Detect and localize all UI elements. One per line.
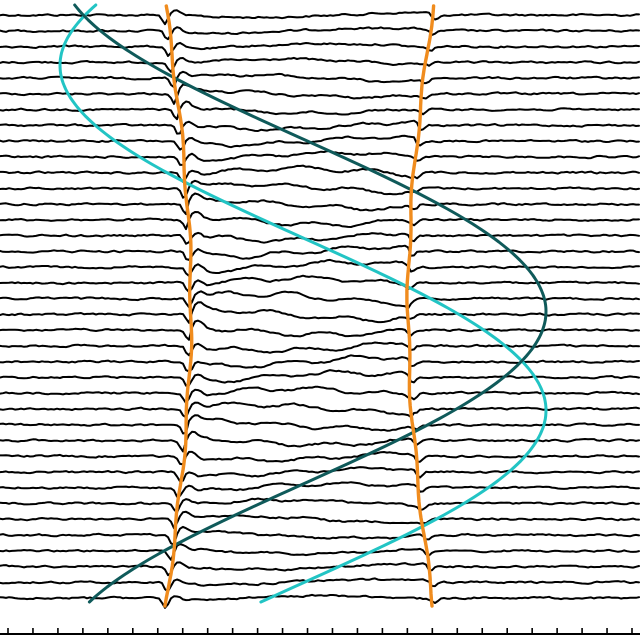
sinusoid-curves bbox=[58, 3, 548, 604]
waveform-trace bbox=[0, 466, 640, 483]
waveform-trace bbox=[0, 244, 640, 261]
waveform-trace bbox=[0, 119, 640, 135]
waveform-trace bbox=[0, 430, 640, 453]
waveform-trace bbox=[0, 164, 640, 183]
waveform-trace bbox=[0, 41, 640, 57]
waveform-traces bbox=[0, 9, 640, 609]
right-boundary-line bbox=[405, 4, 436, 608]
waveform-trace bbox=[0, 593, 640, 609]
waveform-trace bbox=[0, 26, 640, 41]
waveform-trace bbox=[0, 56, 640, 73]
waveform-trace bbox=[0, 401, 640, 419]
waveform-trace bbox=[0, 192, 640, 216]
waveform-trace bbox=[0, 561, 640, 577]
waveform-trace bbox=[0, 510, 640, 530]
waveform-trace bbox=[0, 290, 640, 310]
waveform-trace bbox=[0, 543, 640, 561]
waveform-trace bbox=[0, 258, 640, 277]
waveform-trace bbox=[0, 231, 640, 245]
waveform-trace bbox=[0, 274, 640, 293]
waveform-trace bbox=[0, 179, 640, 199]
waveform-trace bbox=[0, 100, 640, 121]
waveform-trace bbox=[0, 577, 640, 593]
waveform-trace bbox=[0, 319, 640, 341]
waveform-trace bbox=[0, 414, 640, 435]
waveform-trace bbox=[0, 525, 640, 546]
waveform-trace bbox=[0, 450, 640, 466]
waveform-trace bbox=[0, 134, 640, 151]
waveform-trace bbox=[0, 9, 640, 26]
waveform-trace bbox=[0, 497, 640, 514]
waveform-trace bbox=[0, 70, 640, 89]
waveform-trace bbox=[0, 385, 640, 405]
boundary-lines bbox=[163, 4, 436, 608]
waveform-trace bbox=[0, 354, 640, 373]
waveform-trace bbox=[0, 301, 640, 324]
waveform-trace bbox=[0, 481, 640, 498]
sinusoid-light bbox=[58, 3, 548, 604]
left-boundary-line bbox=[163, 4, 194, 608]
waveform-trace bbox=[0, 83, 640, 105]
waveform-trace bbox=[0, 149, 640, 166]
bottom-axis bbox=[0, 628, 640, 635]
sinusoid-dark bbox=[73, 3, 548, 604]
waveform-trace bbox=[0, 211, 640, 231]
waveform-trace bbox=[0, 369, 640, 387]
